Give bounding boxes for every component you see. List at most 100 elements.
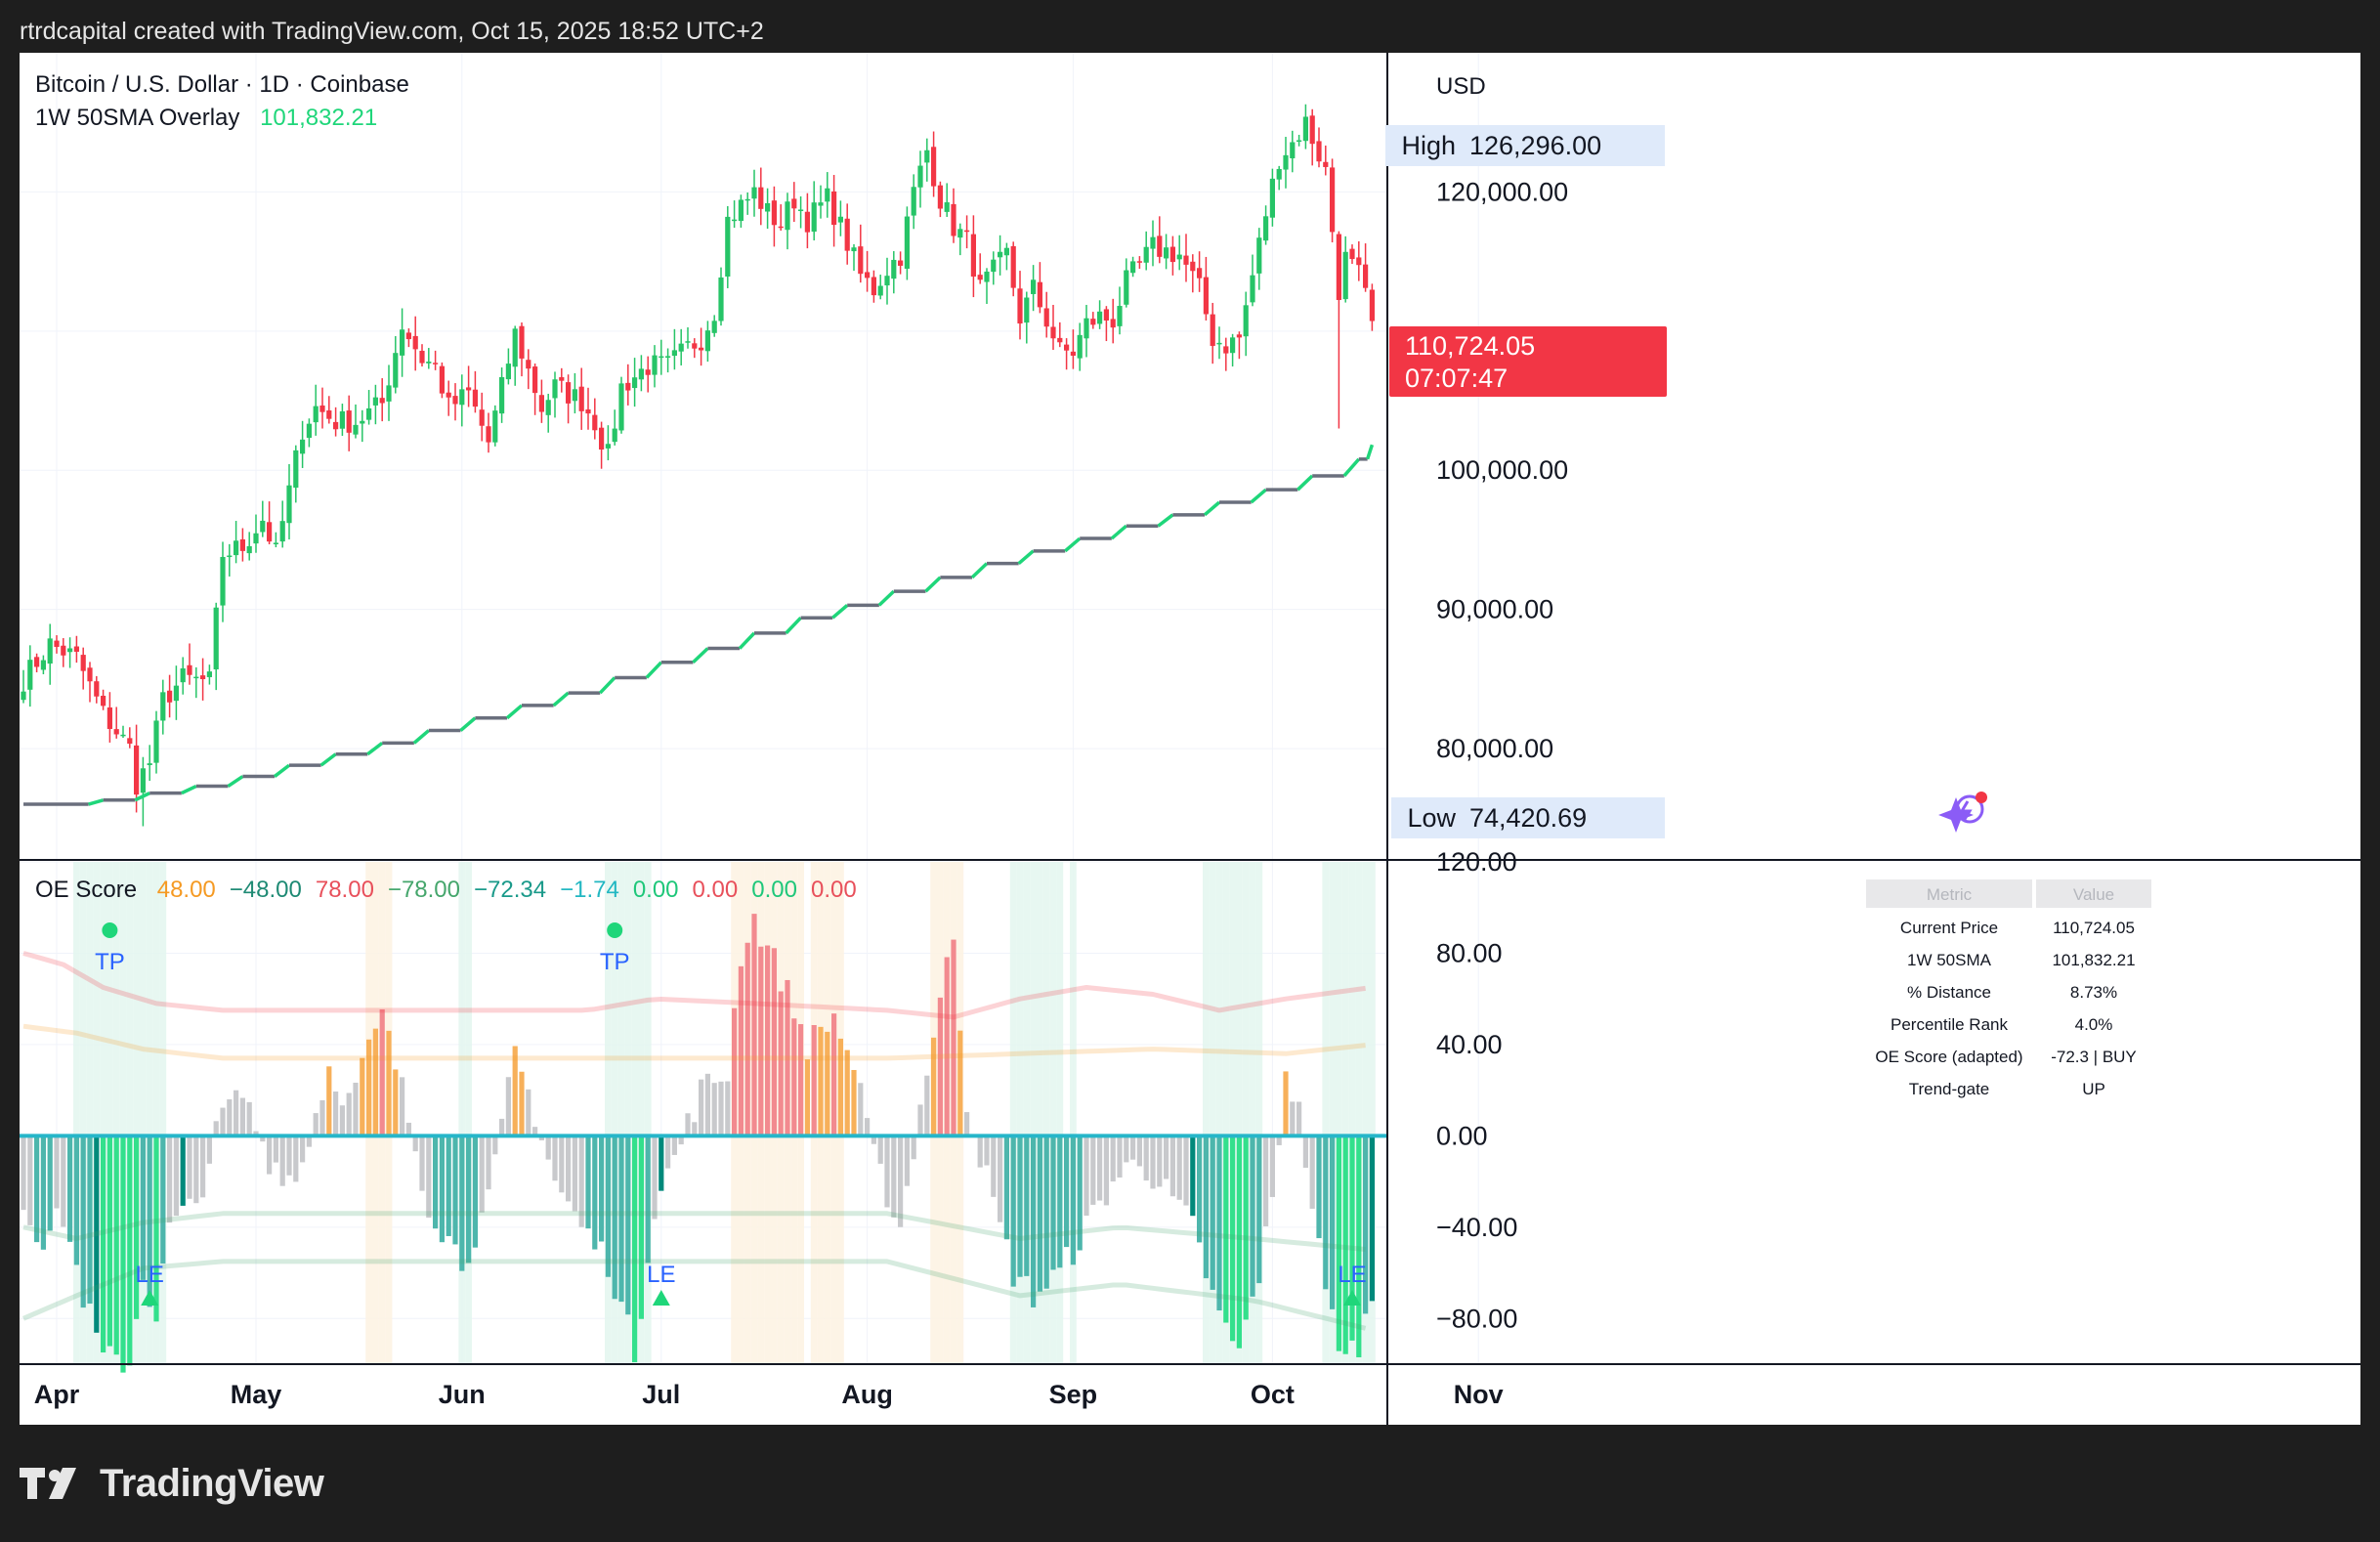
- candle: [173, 665, 179, 720]
- candle-body: [87, 667, 93, 682]
- oe-score-bar: [599, 1135, 605, 1242]
- sma-step-segment: [505, 704, 524, 720]
- tradingview-brand[interactable]: TradingView: [20, 1456, 324, 1511]
- candle-body: [970, 234, 976, 278]
- candle: [825, 172, 830, 218]
- candle-body: [1043, 308, 1049, 327]
- candle: [101, 689, 106, 710]
- candle: [1256, 228, 1262, 290]
- oe-score-bar: [778, 991, 784, 1136]
- candle: [1290, 130, 1296, 173]
- candle-body: [260, 520, 266, 533]
- candle-body: [366, 407, 372, 420]
- candle-body: [479, 409, 485, 426]
- oe-score-bar: [1084, 1135, 1089, 1217]
- candle: [1164, 234, 1169, 270]
- oe-score-bar: [998, 1135, 1003, 1222]
- candle: [1316, 127, 1322, 168]
- candle: [519, 321, 525, 377]
- oe-score-bar: [213, 1121, 219, 1136]
- candle: [911, 174, 916, 230]
- oe-score-bar: [1316, 1135, 1322, 1239]
- oe-regime-shade: [159, 862, 167, 1364]
- candle: [1230, 333, 1236, 367]
- candle: [1024, 291, 1030, 344]
- candle-body: [652, 355, 658, 375]
- oe-score-bar: [1283, 1071, 1289, 1136]
- candle-body: [1330, 167, 1336, 233]
- candle: [625, 364, 631, 406]
- sma-step-segment: [1250, 488, 1267, 504]
- oe-score-bar: [858, 1083, 864, 1136]
- candle-body: [1210, 314, 1215, 346]
- oe-legend-value: −72.34: [474, 877, 546, 903]
- candle-body: [638, 368, 644, 380]
- oe-score-bar: [831, 1013, 837, 1136]
- oe-regime-shade: [119, 862, 127, 1364]
- oe-score-bar: [811, 1025, 817, 1136]
- candle: [632, 358, 638, 407]
- candle-body: [711, 321, 717, 333]
- candle-body: [80, 655, 86, 671]
- candle-body: [1169, 246, 1175, 263]
- candle-body: [339, 410, 345, 429]
- candle: [426, 348, 432, 369]
- candle-body: [67, 648, 73, 653]
- candle: [87, 662, 93, 703]
- oe-regime-shade: [1016, 862, 1024, 1364]
- sma-step-segment: [88, 798, 105, 806]
- candle-body: [1110, 319, 1116, 328]
- high-price-tag: High 126,296.00: [1385, 125, 1665, 166]
- candle-body: [120, 734, 126, 737]
- candle-body: [452, 396, 458, 405]
- oe-score-bar: [1124, 1135, 1129, 1163]
- candle: [366, 390, 372, 425]
- chart-canvas[interactable]: TP TP LE LE LE Metric Value Current Price 110,7…: [20, 53, 2360, 1425]
- candle-body: [578, 386, 584, 411]
- oe-regime-shade: [1362, 862, 1369, 1364]
- candle-body: [1349, 248, 1355, 260]
- candle-body: [738, 199, 744, 222]
- chart-title: Bitcoin / U.S. Dollar · 1D · Coinbase: [35, 71, 409, 98]
- oe-score-bar: [1190, 1135, 1196, 1217]
- oe-score-bar: [405, 1122, 411, 1136]
- candle: [1143, 231, 1149, 271]
- oe-regime-shade: [1236, 862, 1243, 1364]
- oe-regime-shade: [617, 862, 625, 1364]
- sma-step-segment: [319, 752, 337, 767]
- candle: [1169, 236, 1175, 276]
- high-value: 126,296.00: [1469, 131, 1601, 160]
- oe-score-bar: [47, 1135, 53, 1231]
- brand-name: TradingView: [100, 1461, 324, 1505]
- candle: [67, 637, 73, 668]
- candle: [1084, 305, 1089, 358]
- candle: [758, 167, 764, 226]
- candle: [1323, 145, 1329, 176]
- sparkle-assistant-icon[interactable]: [1938, 792, 1987, 833]
- oe-score-bar: [572, 1135, 577, 1212]
- candle: [300, 420, 306, 468]
- candle: [206, 664, 212, 685]
- candle-body: [998, 251, 1003, 258]
- candle-body: [1216, 342, 1222, 345]
- candle: [1342, 236, 1348, 303]
- candle: [313, 384, 319, 436]
- candle: [400, 308, 405, 377]
- oe-regime-shade: [1336, 862, 1342, 1364]
- candle-body: [891, 259, 897, 279]
- candle: [771, 186, 777, 247]
- oe-score-bar: [187, 1135, 192, 1199]
- oe-regime-shade: [93, 862, 101, 1364]
- candle-body: [632, 377, 638, 389]
- long-entry-marker: [141, 1290, 159, 1306]
- candle-body: [732, 219, 738, 222]
- candle-body: [592, 414, 598, 431]
- oe-regime-shade: [112, 862, 120, 1364]
- oe-score-title: OE Score: [35, 877, 137, 903]
- oe-score-bar: [1356, 1135, 1362, 1357]
- candle: [851, 243, 857, 272]
- candle-body: [937, 185, 943, 209]
- oe-score-bar: [21, 1135, 26, 1211]
- candle-body: [220, 556, 226, 606]
- candle-body: [944, 202, 950, 212]
